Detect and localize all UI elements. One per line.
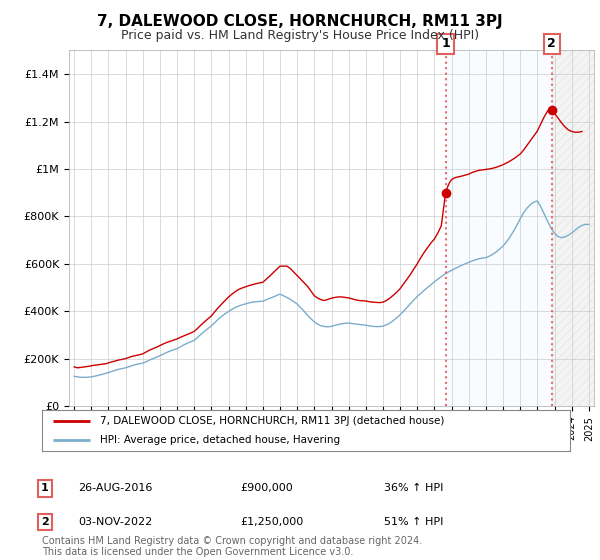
Text: 51% ↑ HPI: 51% ↑ HPI bbox=[384, 517, 443, 527]
Text: HPI: Average price, detached house, Havering: HPI: Average price, detached house, Have… bbox=[100, 435, 340, 445]
Text: Price paid vs. HM Land Registry's House Price Index (HPI): Price paid vs. HM Land Registry's House … bbox=[121, 29, 479, 42]
Text: 03-NOV-2022: 03-NOV-2022 bbox=[78, 517, 152, 527]
Text: 26-AUG-2016: 26-AUG-2016 bbox=[78, 483, 152, 493]
Text: 2: 2 bbox=[41, 517, 49, 527]
Text: 7, DALEWOOD CLOSE, HORNCHURCH, RM11 3PJ (detached house): 7, DALEWOOD CLOSE, HORNCHURCH, RM11 3PJ … bbox=[100, 416, 445, 426]
Text: 1: 1 bbox=[41, 483, 49, 493]
Text: £900,000: £900,000 bbox=[240, 483, 293, 493]
Text: Contains HM Land Registry data © Crown copyright and database right 2024.
This d: Contains HM Land Registry data © Crown c… bbox=[42, 535, 422, 557]
Text: 36% ↑ HPI: 36% ↑ HPI bbox=[384, 483, 443, 493]
Text: £1,250,000: £1,250,000 bbox=[240, 517, 303, 527]
Bar bbox=[552, 50, 594, 406]
Bar bbox=[446, 50, 552, 406]
Text: 7, DALEWOOD CLOSE, HORNCHURCH, RM11 3PJ: 7, DALEWOOD CLOSE, HORNCHURCH, RM11 3PJ bbox=[97, 14, 503, 29]
Text: 2: 2 bbox=[547, 38, 556, 50]
Text: 1: 1 bbox=[441, 38, 450, 50]
